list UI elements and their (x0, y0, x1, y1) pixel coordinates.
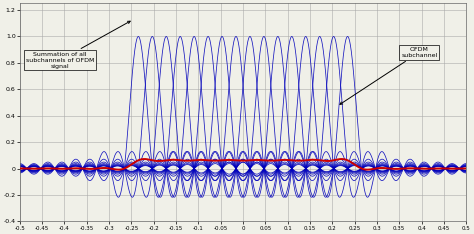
Text: OFDM
subchannel: OFDM subchannel (340, 47, 438, 104)
Text: Summation of all
subchannels of OFDM
signal: Summation of all subchannels of OFDM sig… (26, 21, 130, 69)
